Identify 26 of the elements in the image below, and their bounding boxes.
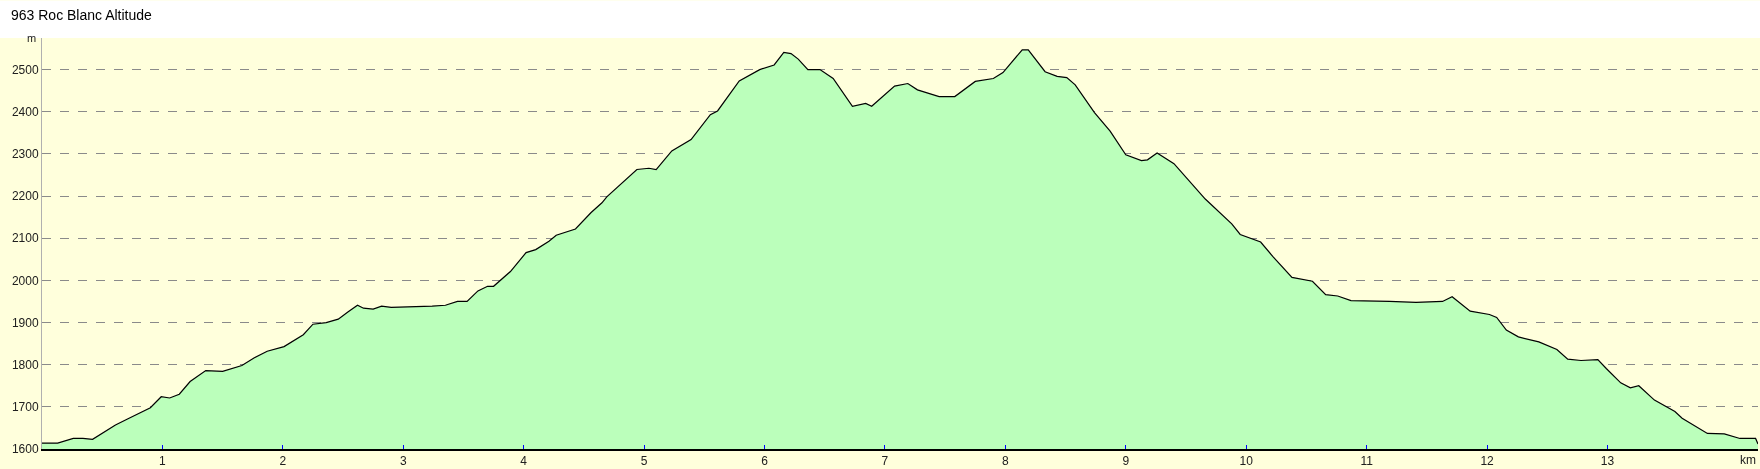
x-tick-label: 11: [1360, 454, 1374, 469]
x-tick-label: 10: [1239, 454, 1254, 469]
x-tick-label: 2: [279, 454, 287, 469]
x-tick-label: 12: [1480, 454, 1495, 469]
y-axis-title: m: [27, 32, 37, 44]
x-tick-label: 9: [1122, 454, 1130, 469]
chart-title: 963 Roc Blanc Altitude: [11, 7, 153, 23]
y-tick-label: 2000: [11, 273, 39, 288]
x-tick-label: 13: [1600, 454, 1615, 469]
y-tick-label: 1700: [11, 400, 39, 415]
y-tick-label: 2400: [11, 104, 39, 119]
x-tick-label: 1: [159, 454, 167, 469]
x-tick-label: 5: [640, 454, 648, 469]
y-tick-label: 2500: [11, 62, 39, 77]
x-axis-title: km: [1740, 453, 1756, 467]
x-tick-label: 4: [520, 454, 528, 469]
y-tick-label: 1800: [11, 357, 39, 372]
y-tick-label: 1900: [11, 315, 39, 330]
y-tick-label: 2100: [11, 231, 39, 246]
x-tick-label: 7: [881, 454, 889, 469]
y-tick-label: 1600: [11, 442, 39, 457]
y-tick-label: 2200: [11, 189, 39, 204]
x-tick-label: 6: [761, 454, 769, 469]
x-tick-label: 8: [1002, 454, 1010, 469]
y-tick-label: 2300: [11, 147, 39, 162]
x-tick-label: 3: [399, 454, 407, 469]
